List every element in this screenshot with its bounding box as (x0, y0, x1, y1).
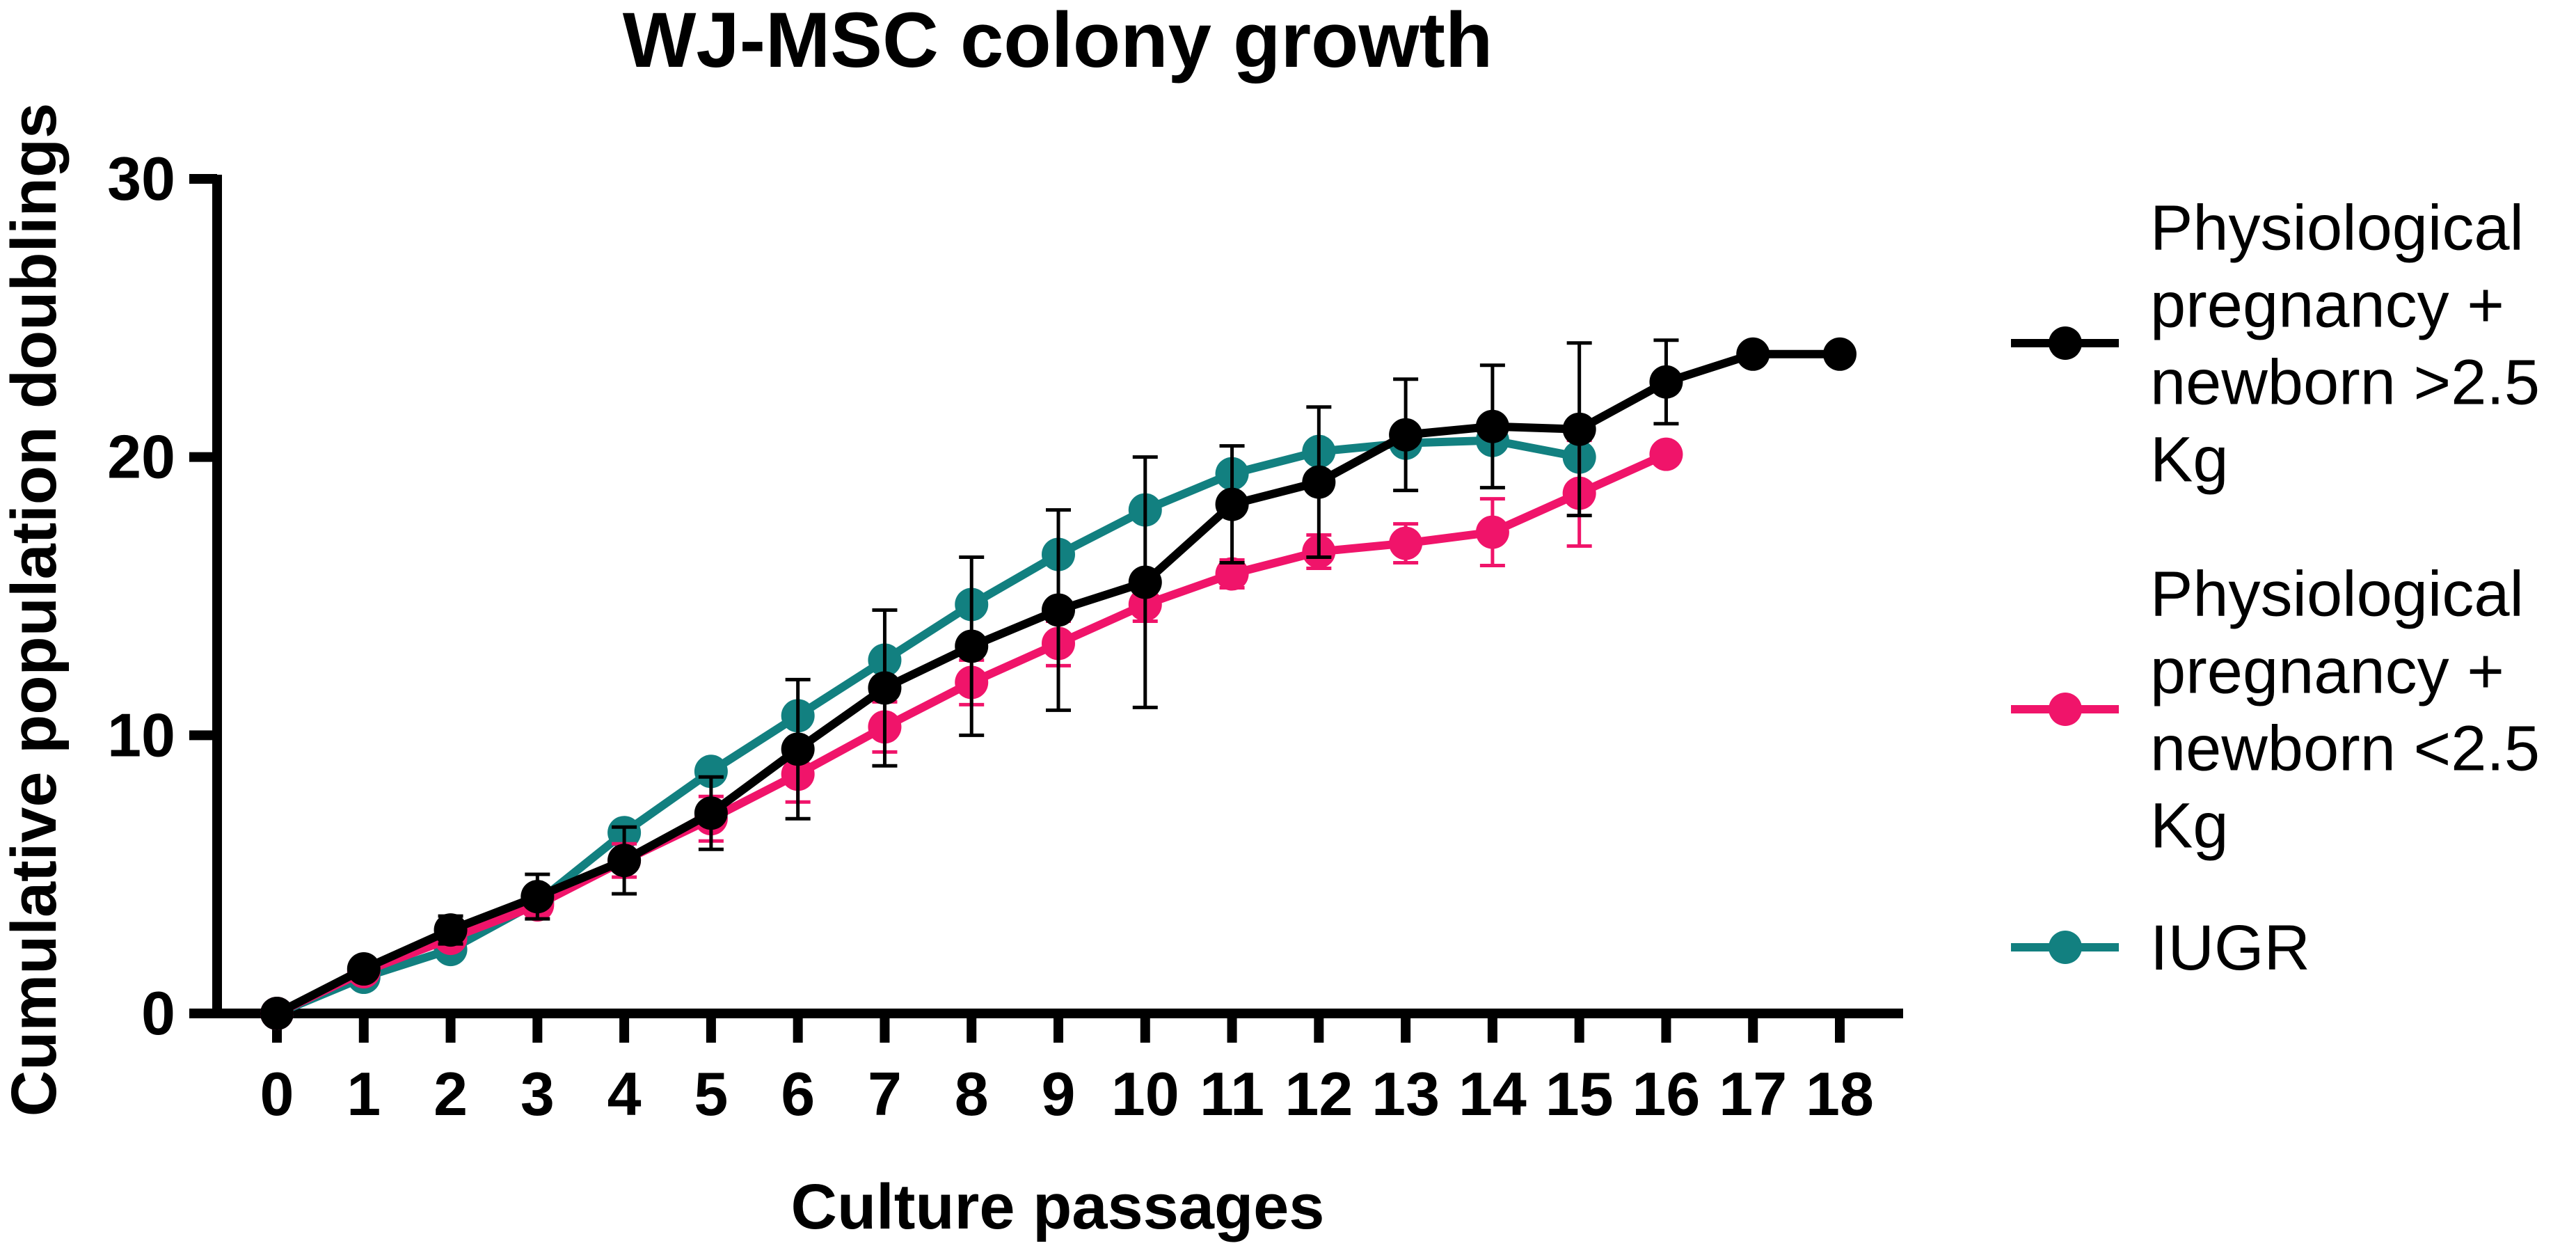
data-point (1475, 409, 1509, 443)
data-point (1389, 418, 1423, 452)
x-tick-label: 2 (434, 1059, 468, 1128)
x-tick-label: 7 (868, 1059, 902, 1128)
legend-label: pregnancy + (2150, 636, 2504, 707)
data-point (1215, 487, 1249, 521)
data-point (520, 880, 555, 914)
legend-label: pregnancy + (2150, 270, 2504, 341)
data-point (1736, 337, 1770, 371)
legend-marker (2049, 931, 2082, 964)
x-tick-label: 3 (520, 1059, 555, 1128)
data-point (955, 629, 989, 663)
legend-label: Kg (2150, 425, 2229, 496)
legend-entry: IUGR (2011, 913, 2310, 984)
data-point (781, 732, 815, 766)
data-point (434, 913, 468, 947)
x-tick-label: 17 (1719, 1059, 1787, 1128)
data-point (868, 671, 902, 705)
x-tick-label: 16 (1632, 1059, 1700, 1128)
x-tick-label: 0 (260, 1059, 294, 1128)
data-point (260, 997, 294, 1030)
data-point (1128, 565, 1162, 599)
data-point (1302, 465, 1336, 499)
chart-title: WJ-MSC colony growth (623, 0, 1493, 84)
data-point (1649, 365, 1683, 399)
data-point (694, 796, 728, 830)
x-tick-label: 13 (1372, 1059, 1440, 1128)
x-tick-label: 5 (694, 1059, 728, 1128)
x-tick-label: 11 (1200, 1059, 1264, 1128)
data-point (347, 952, 381, 986)
data-point (1215, 557, 1249, 591)
legend-label: newborn >2.5 (2150, 347, 2540, 418)
x-tick-label: 6 (781, 1059, 815, 1128)
data-point (1649, 437, 1683, 471)
x-tick-label: 4 (607, 1059, 642, 1128)
x-axis-label: Culture passages (791, 1171, 1325, 1242)
x-tick-label: 18 (1806, 1059, 1874, 1128)
data-point (1562, 412, 1596, 446)
legend-label: Kg (2150, 791, 2229, 862)
data-point (607, 844, 642, 878)
data-point (1042, 593, 1075, 627)
data-point (1475, 515, 1509, 549)
legend-label: Physiological (2150, 193, 2524, 264)
x-tick-label: 9 (1042, 1059, 1076, 1128)
y-tick-label: 10 (107, 700, 175, 769)
y-tick-label: 20 (107, 422, 175, 491)
legend-marker (2049, 326, 2082, 360)
x-tick-label: 8 (955, 1059, 989, 1128)
legend-marker (2049, 693, 2082, 726)
y-axis-label: Cumulative population doublings (0, 103, 70, 1117)
plot-series (260, 337, 1857, 1030)
x-tick-label: 12 (1285, 1059, 1353, 1128)
y-tick-label: 0 (141, 979, 175, 1048)
legend-label: newborn <2.5 (2150, 713, 2540, 784)
x-tick-label: 15 (1545, 1059, 1614, 1128)
y-tick-label: 30 (107, 144, 175, 213)
x-tick-label: 10 (1111, 1059, 1179, 1128)
legend-label: Physiological (2150, 559, 2524, 630)
data-point (694, 755, 728, 789)
series-2 (260, 337, 1857, 1030)
data-point (1389, 526, 1423, 560)
data-point (1823, 337, 1857, 371)
x-tick-label: 1 (347, 1059, 381, 1128)
x-tick-label: 14 (1458, 1059, 1527, 1128)
legend-label: IUGR (2150, 913, 2310, 984)
